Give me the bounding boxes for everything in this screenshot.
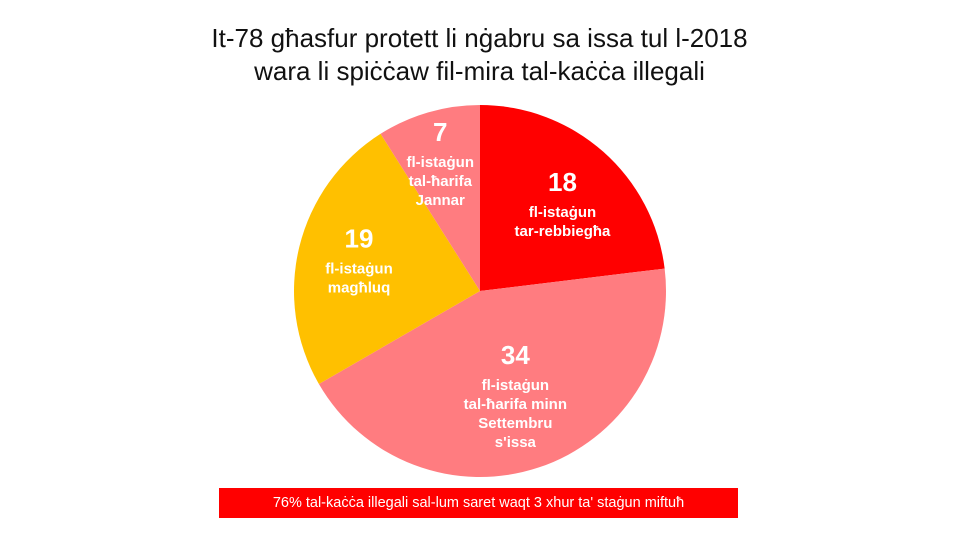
footnote-banner: 76% tal-kaċċa illegali sal-lum saret waq…	[219, 488, 738, 518]
pie-category-label-3-line-1: fl-istaġun	[325, 260, 393, 277]
pie-category-label-1-line-2: tar-rebbiegħa	[515, 223, 612, 240]
chart-title-line-2: wara li spiċċaw fil-mira tal-kaċċa illeg…	[254, 56, 705, 86]
pie-category-label-2-line-2: tal-ħarifa minn	[464, 396, 567, 413]
chart-title-line-1: It-78 għasfur protett li nġabru sa issa …	[211, 23, 748, 53]
pie-label-2: 34 fl-istaġun tal-ħarifa minn Settembru s'is…	[464, 340, 567, 451]
pie-slice-4	[380, 105, 480, 291]
pie-value-label-4: 7	[433, 117, 447, 147]
pie-slice-3	[293, 133, 480, 384]
pie-slice-1	[480, 105, 665, 291]
pie-label-1: 18 fl-istaġun tar-rebbiegħa	[515, 167, 612, 240]
chart-title: It-78 għasfur protett li nġabru sa issa …	[0, 22, 959, 88]
pie-category-label-1-line-1: fl-istaġun	[529, 204, 597, 221]
pie-category-label-2-line-3: Settembru	[478, 415, 552, 432]
pie-category-label-2-line-1: fl-istaġun	[482, 377, 550, 394]
pie-value-label-2: 34	[501, 340, 530, 370]
pie-category-label-3-line-2: magħluq	[328, 279, 391, 296]
pie-label-3: 19 fl-istaġun magħluq	[325, 223, 393, 296]
pie-slice-2	[318, 268, 666, 478]
pie-category-label-2-line-4: s'issa	[495, 434, 537, 451]
pie-label-4: 7 fl-istaġun tal-ħarifa Jannar	[407, 117, 475, 209]
pie-category-label-4-line-3: Jannar	[416, 192, 465, 209]
pie-value-label-3: 19	[345, 223, 374, 253]
pie-category-label-4-line-1: fl-istaġun	[407, 154, 475, 171]
pie-value-label-1: 18	[548, 167, 577, 197]
pie-category-label-4-line-2: tal-ħarifa	[409, 173, 473, 190]
